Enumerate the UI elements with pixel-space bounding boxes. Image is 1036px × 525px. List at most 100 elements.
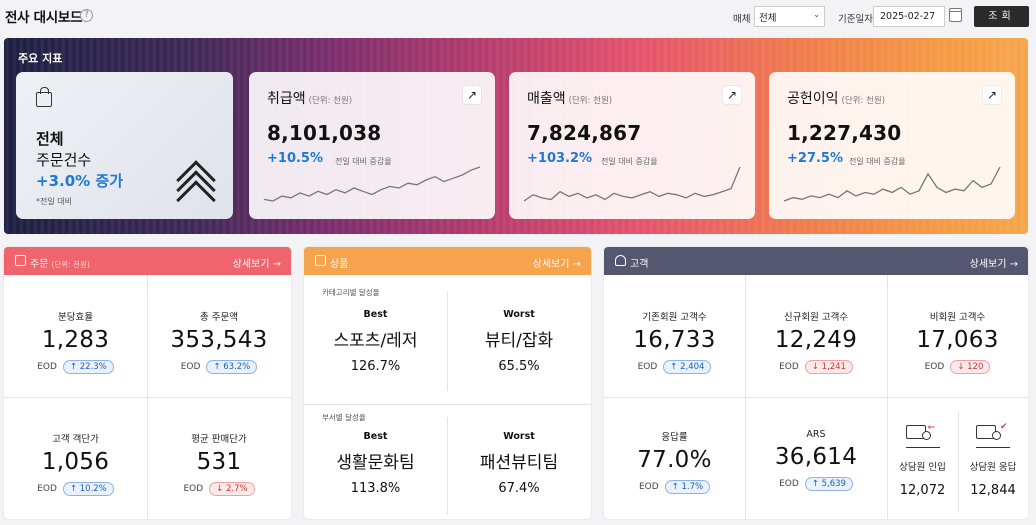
kpi-card-handling: 취급액 (단위: 천원) ↗ 8,101,038 +10.5% 전일 대비 증감율 (249, 72, 495, 219)
kpi-unit: (단위: 천원) (568, 96, 613, 106)
kpi-rate: +10.5% (267, 151, 323, 166)
metric-value: 531 (196, 449, 242, 475)
kpi-card-contribution: 공헌이익 (단위: 천원) ↗ 1,227,430 +27.5% 전일 대비 증감… (769, 72, 1015, 219)
eod-label: EOD (37, 484, 57, 494)
agent-label: 상담원 인입 (899, 462, 946, 473)
metric-value: 1,283 (41, 327, 110, 353)
best-rate: 113.8% (350, 481, 401, 496)
eod-label: EOD (779, 362, 799, 372)
products-panel-title: 상품 (330, 259, 349, 270)
change-badge: ↑ 22.3% (62, 360, 114, 374)
department-best: Best 생활문화팀 113.8% (304, 431, 447, 496)
metric-per-minute-efficiency: 분당효율 1,283 EOD ↑ 22.3% (4, 309, 147, 374)
metric-label: ARS (806, 429, 826, 440)
department-worst: Worst 패션뷰티팀 67.4% (447, 431, 591, 496)
metric-ars: ARS 36,614 EOD ↑ 5,639 (745, 429, 887, 491)
category-worst: Worst 뷰티/잡화 65.5% (447, 309, 591, 374)
kpi-rate: +103.2% (527, 151, 593, 166)
key-metrics-banner: 주요 지표 전체 주문건수 +3.0% 증가 *전일 대비 취급액 (단위: 천원… (4, 38, 1028, 234)
key-metrics-title: 주요 지표 (18, 52, 63, 65)
best-heading: Best (363, 431, 388, 442)
orders-panel: 주문 (단위: 천원) 상세보기 → 분당효율 1,283 EOD ↑ 22.3% … (4, 247, 291, 519)
eod-label: EOD (779, 479, 799, 489)
worst-heading: Worst (503, 309, 535, 320)
external-link-icon[interactable]: ↗ (983, 86, 1001, 104)
metric-label: 고객 객단가 (52, 434, 99, 445)
search-button[interactable]: 조회 (974, 6, 1029, 27)
kpi-title: 취급액 (267, 91, 306, 107)
metric-label: 비회원 고객수 (929, 312, 986, 323)
kpi-rate-label: 전일 대비 증감율 (849, 157, 906, 166)
best-name: 생활문화팀 (336, 453, 415, 473)
orders-detail-link[interactable]: 상세보기 → (232, 259, 281, 270)
metric-non-members: 비회원 고객수 17,063 EOD ↓ 120 (887, 309, 1028, 374)
eod-label: EOD (924, 362, 945, 372)
worst-heading: Worst (503, 431, 535, 442)
change-badge: ↑ 5,639 (804, 477, 853, 491)
order-count-label: 주문건수 (36, 151, 92, 169)
order-count-scope: 전체 (36, 130, 64, 148)
metric-total-order-amount: 총 주문액 353,543 EOD ↑ 63.2% (147, 309, 291, 374)
category-best: Best 스포츠/레저 126.7% (304, 309, 447, 374)
eod-label: EOD (637, 362, 658, 372)
user-icon (615, 255, 626, 266)
agent-response: ✔ 상담원 응답 12,844 (958, 422, 1028, 498)
kpi-value: 7,824,867 (527, 121, 642, 145)
kpi-title: 공헌이익 (787, 91, 839, 107)
media-select[interactable]: 전체 ⌄ (754, 6, 825, 27)
agent-inbound: ⇐ 상담원 인입 12,072 (887, 423, 958, 498)
kpi-sparkline (783, 166, 1001, 202)
metric-value: 36,614 (774, 444, 858, 470)
top-bar: 전사 대시보드 ? 매체 전체 ⌄ 기준일자 2025-02-27 조회 (0, 0, 1036, 32)
metric-label: 기존회원 고객수 (642, 312, 707, 323)
shopping-bag-icon (36, 87, 52, 107)
metric-value: 1,056 (41, 449, 110, 475)
best-name: 스포츠/레저 (333, 331, 418, 351)
date-label: 기준일자 (838, 14, 873, 25)
products-panel: 상품 상세보기 → 카테고리별 달성율 부서별 달성율 Best 스포츠/레저 … (304, 247, 591, 519)
worst-name: 뷰티/잡화 (484, 331, 554, 351)
department-achievement-label: 부서별 달성율 (322, 413, 366, 422)
change-badge: ↓ 1,241 (804, 360, 853, 374)
sparkline-trend (783, 166, 1001, 202)
change-badge: ↑ 63.2% (206, 360, 258, 374)
kpi-rate-label: 전일 대비 증감율 (335, 157, 392, 166)
change-badge: ↑ 10.2% (62, 482, 114, 496)
metric-customer-unit-price: 고객 객단가 1,056 EOD ↑ 10.2% (4, 431, 147, 496)
metric-value: 12,249 (774, 327, 858, 353)
customers-panel-header: 고객 상세보기 → (604, 247, 1028, 275)
sparkline-trend (263, 166, 481, 202)
change-badge: ↓ 2.7% (209, 482, 255, 496)
kpi-sparkline (523, 166, 741, 202)
kpi-title: 매출액 (527, 91, 566, 107)
eod-label: EOD (638, 482, 659, 492)
orders-panel-title: 주문 (30, 259, 49, 270)
customers-detail-link[interactable]: 상세보기 → (969, 259, 1018, 270)
worst-rate: 67.4% (498, 481, 540, 496)
order-count-change: +3.0% 증가 (36, 172, 123, 190)
calendar-icon[interactable] (949, 8, 962, 22)
kpi-rate-label: 전일 대비 증감율 (601, 157, 658, 166)
date-input[interactable]: 2025-02-27 (873, 6, 945, 27)
agent-value: 12,844 (970, 483, 1016, 498)
box-icon (315, 255, 326, 266)
change-badge: ↑ 1.7% (664, 480, 711, 494)
kpi-value: 1,227,430 (787, 121, 902, 145)
orders-panel-unit: (단위: 천원) (51, 260, 90, 269)
chevron-down-icon: ⌄ (813, 10, 820, 19)
worst-name: 패션뷰티팀 (479, 453, 559, 473)
kpi-value: 8,101,038 (267, 121, 382, 145)
metric-value: 17,063 (916, 327, 999, 353)
sparkline-trend (523, 166, 741, 202)
help-icon[interactable]: ? (80, 9, 93, 22)
external-link-icon[interactable]: ↗ (463, 86, 481, 104)
products-detail-link[interactable]: 상세보기 → (532, 259, 581, 270)
kpi-card-sales: 매출액 (단위: 천원) ↗ 7,824,867 +103.2% 전일 대비 증감… (509, 72, 755, 219)
category-achievement-label: 카테고리별 달성율 (322, 288, 380, 297)
order-count-note: *전일 대비 (36, 197, 72, 206)
page-title: 전사 대시보드 (5, 10, 83, 26)
customers-panel-title: 고객 (630, 259, 649, 270)
external-link-icon[interactable]: ↗ (723, 86, 741, 104)
customers-panel: 고객 상세보기 → 기존회원 고객수 16,733 EOD ↑ 2,404 신규회… (604, 247, 1028, 519)
eod-label: EOD (180, 362, 201, 372)
